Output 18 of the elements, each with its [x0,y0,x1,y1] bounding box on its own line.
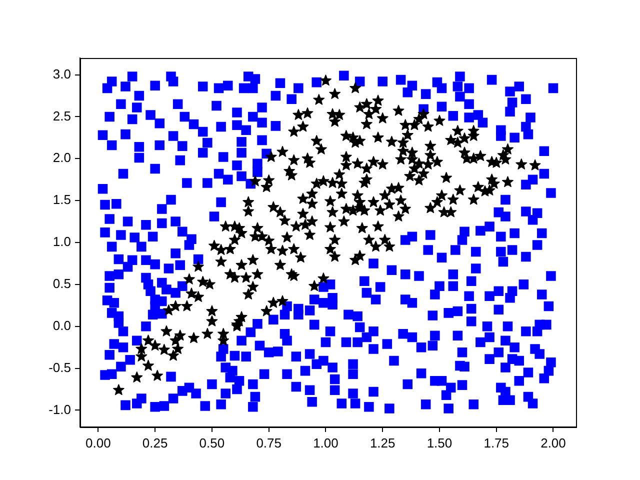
y-tick-label: -1.0 [48,402,71,417]
y-tick-label: 0.5 [52,276,71,292]
x-tick-label: 1.75 [484,435,510,450]
x-tick-label: 0.50 [199,435,225,450]
y-tick-label: -0.5 [48,360,71,375]
y-tick-label: 0.0 [52,318,71,333]
y-tick-label: 1.5 [52,192,71,208]
x-tick-label: 1.50 [426,435,452,450]
x-tick-label: 0.25 [142,435,168,450]
y-tick-label: 1.0 [52,234,71,250]
y-tick-label: 3.0 [52,66,71,82]
y-tick-label: 2.5 [52,108,71,124]
x-tick-label: 0.00 [86,435,111,450]
x-tick-label: 0.75 [256,435,282,450]
x-tick-label: 1.00 [313,435,338,450]
y-tick-label: 2.0 [52,150,71,166]
x-tick-label: 1.25 [370,435,396,450]
x-tick-label: 2.00 [540,435,566,450]
